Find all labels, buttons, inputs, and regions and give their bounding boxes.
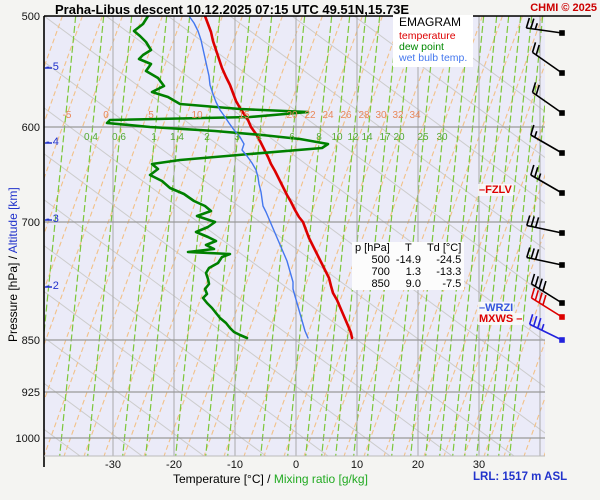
table-header-pressure: p [hPa] <box>355 242 390 254</box>
mixing-ratio-label-6: 6 <box>289 132 295 143</box>
table-cell: -7.5 <box>442 278 462 290</box>
wind-barb <box>530 164 565 196</box>
mixing-ratio-label-3: 3 <box>234 132 240 143</box>
moist-adiabat-label-28: 28 <box>358 110 370 121</box>
marker-wrzi: –WRZI <box>478 302 515 314</box>
table-row-1: 700 1.3 -13.3 <box>352 266 464 278</box>
moist-adiabat-label-24: 24 <box>322 110 334 121</box>
mixing-ratio-label-17: 17 <box>379 132 391 143</box>
table-row-0: 500 -14.9 -24.5 <box>352 254 464 266</box>
y-axis-title: Pressure [hPa] / Altitude [km] <box>6 187 20 342</box>
wind-barb <box>526 247 565 268</box>
mixing-ratio-label-1.4: 1.4 <box>170 132 184 143</box>
pressure-tick-500: 500 <box>21 11 40 23</box>
wind-barb <box>525 17 565 36</box>
moist-adiabat-label-10: 10 <box>191 110 203 121</box>
wind-barb <box>528 313 565 343</box>
mixing-ratio-label-12: 12 <box>347 132 359 143</box>
legend-box: EMAGRAM temperature dew point wet bulb t… <box>393 15 474 67</box>
moist-adiabat-label--5: -5 <box>62 110 72 121</box>
altitude-tick-2: - 2 <box>46 280 59 292</box>
table-cell: 1.3 <box>405 266 421 278</box>
mixing-ratio-label-8: 8 <box>316 132 322 143</box>
table-cell: 850 <box>371 278 390 290</box>
table-row-2: 850 9.0 -7.5 <box>352 278 464 290</box>
marker-mxws: MXWS – <box>478 313 524 325</box>
moist-adiabat-label-20: 20 <box>286 110 298 121</box>
temp-tick--20: -20 <box>166 459 182 471</box>
table-cell: 700 <box>371 266 390 278</box>
wind-barb <box>530 287 565 320</box>
altitude-tick-4: - 4 <box>46 136 59 148</box>
moist-adiabat-label-15: 15 <box>238 110 250 121</box>
x-axis-title: Temperature [°C] / Mixing ratio [g/kg] <box>173 472 368 486</box>
legend-item-wet-bulb: wet bulb temp. <box>399 52 468 64</box>
mixing-ratio-label-30: 30 <box>436 132 448 143</box>
table-cell: -13.3 <box>436 266 462 278</box>
page-title: Praha-Libus descent 10.12.2025 07:15 UTC… <box>55 2 410 17</box>
mixing-ratio-label-14: 14 <box>361 132 373 143</box>
pressure-tick-925: 925 <box>21 387 40 399</box>
pressure-tick-1000: 1000 <box>15 433 40 445</box>
moist-adiabat-label-22: 22 <box>304 110 316 121</box>
moist-adiabat-label-30: 30 <box>375 110 387 121</box>
table-cell: -24.5 <box>436 254 462 266</box>
wind-barb <box>526 215 565 236</box>
mixing-ratio-label-0.6: 0.6 <box>112 132 126 143</box>
mixing-ratio-label-1: 1 <box>151 132 157 143</box>
temp-tick-0: 0 <box>292 459 300 471</box>
moist-adiabat-label-26: 26 <box>340 110 352 121</box>
mixing-ratio-label-4: 4 <box>256 132 262 143</box>
moist-adiabat-label-0: 0 <box>103 110 109 121</box>
wind-barb <box>530 124 565 156</box>
pressure-tick-700: 700 <box>21 217 40 229</box>
table-cell: 9.0 <box>405 278 421 290</box>
table-cell: -14.9 <box>395 254 421 266</box>
altitude-tick-5: - 5 <box>46 61 59 73</box>
mixing-ratio-label-0.4: 0.4 <box>84 132 98 143</box>
table-header-dewpoint: Td [°C] <box>426 242 462 254</box>
wind-barb <box>531 42 565 76</box>
temp-tick--30: -30 <box>105 459 121 471</box>
lrl-footer: LRL: 1517 m ASL <box>473 471 568 483</box>
temp-tick-20: 20 <box>411 459 425 471</box>
x-axis-title-mixing-ratio: Mixing ratio [g/kg] <box>273 472 368 486</box>
wind-barb <box>531 82 565 116</box>
y-axis-title-pressure: Pressure [hPa] <box>6 262 20 342</box>
altitude-tick-3: - 3 <box>46 213 59 225</box>
temp-tick-30: 30 <box>472 459 486 471</box>
pressure-tick-600: 600 <box>21 122 40 134</box>
mixing-ratio-label-25: 25 <box>417 132 429 143</box>
wind-barb <box>530 273 565 306</box>
temp-tick-10: 10 <box>350 459 364 471</box>
table-header-temp: T <box>405 242 412 254</box>
legend-item-temperature: temperature <box>399 30 456 42</box>
x-axis-title-temperature: Temperature [°C] <box>173 472 264 486</box>
marker-fzlv: –FZLV <box>478 184 513 196</box>
moist-adiabat-label-5: 5 <box>148 110 154 121</box>
mixing-ratio-label-10: 10 <box>331 132 343 143</box>
moist-adiabat-label-34: 34 <box>409 110 421 121</box>
mixing-ratio-label-20: 20 <box>393 132 405 143</box>
legend-item-dew-point: dew point <box>399 41 444 53</box>
temp-tick--10: -10 <box>227 459 243 471</box>
table-cell: 500 <box>371 254 390 266</box>
pressure-tick-850: 850 <box>21 335 40 347</box>
legend-title: EMAGRAM <box>399 15 462 29</box>
moist-adiabat-label-32: 32 <box>392 110 404 121</box>
copyright-label: CHMI © 2025 <box>530 2 597 14</box>
sounding-data-table: p [hPa] T Td [°C] 500 -14.9 -24.5 700 1.3 -13… <box>352 242 465 290</box>
mixing-ratio-label-2: 2 <box>204 132 210 143</box>
